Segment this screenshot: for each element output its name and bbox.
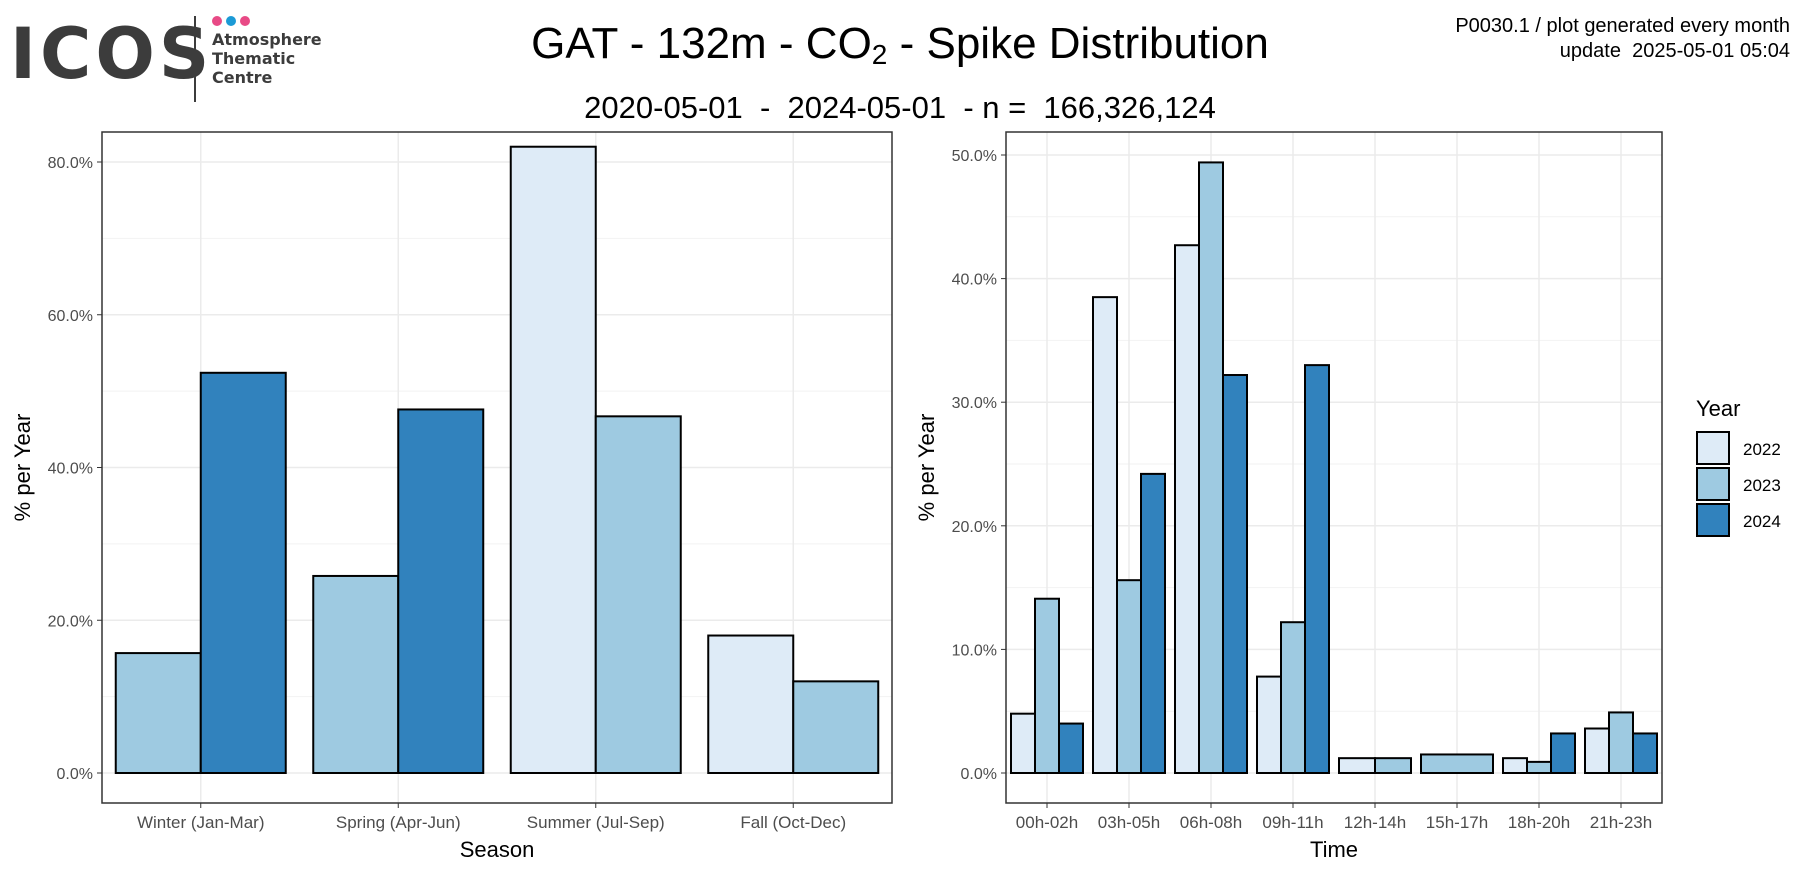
x-tick-label: Spring (Apr-Jun) [336,813,461,832]
x-tick-label: Summer (Jul-Sep) [527,813,665,832]
y-tick-label: 30.0% [952,395,997,412]
y-tick-label: 40.0% [952,272,997,289]
y-tick-label: 80.0% [48,155,93,172]
x-tick-label: 12h-14h [1344,813,1406,832]
legend-swatch [1696,503,1730,537]
bar-2022 [1010,712,1036,774]
plot-border [1005,131,1663,804]
y-axis-title: % per Year [10,414,35,522]
season-chart: 0.0% 20.0% 40.0% 60.0% 80.0% Winter (Jan-Mar)… [10,131,893,862]
y-tick-label: 10.0% [952,642,997,659]
bar-2024 [1140,472,1166,774]
x-tick-label: 00h-02h [1016,813,1078,832]
bar-2022 [1174,244,1200,774]
chart-title-subscript: 2 [871,39,888,70]
bar-2022 [707,634,795,775]
bar-2024 [1304,364,1330,774]
bar-2024 [1632,732,1658,774]
bar-2022 [509,145,597,775]
bar-2024 [1058,722,1084,774]
logo-dot-icon [226,16,236,26]
y-tick-label: 40.0% [48,461,93,478]
bar-2022 [1338,757,1376,775]
x-tick-label: 06h-08h [1180,813,1242,832]
x-tick-label: 09h-11h [1262,813,1323,832]
bar-2022 [1502,757,1528,775]
bar-2023 [1526,760,1552,774]
chart-title-end: - Spike Distribution [887,19,1269,68]
y-tick-label: 20.0% [952,519,997,536]
plot-meta-line: update 2025-05-01 05:04 [1559,40,1790,62]
bar-2023 [1116,579,1142,775]
bar-2022 [1256,675,1282,774]
chart-subtitle: 2020-05-01 - 2024-05-01 - n = 166,326,12… [584,90,1216,125]
legend-label: 2022 [1743,440,1781,459]
y-tick-label: 60.0% [48,308,93,325]
bar-2023 [594,415,682,774]
bar-2023 [1034,597,1060,774]
bar-2023 [312,574,400,775]
bar-2022 [1092,296,1118,774]
logo-subtitle-line: Centre [212,68,273,87]
plot-border [101,131,893,804]
plot-meta: P0030.1 / plot generated every month upda… [1455,14,1790,64]
bar-2023 [1198,161,1224,774]
y-tick-label: 0.0% [57,766,93,783]
legend-label: 2024 [1743,512,1781,531]
bar-2023 [1608,711,1634,774]
bar-2024 [199,371,287,774]
x-tick-label: 15h-17h [1426,813,1488,832]
y-tick-label: 0.0% [961,766,997,783]
logo-dot-icon [240,16,250,26]
legend-swatch [1696,431,1730,465]
bar-2024 [397,408,485,774]
legend-title: Year [1696,396,1740,421]
bar-2023 [114,652,202,774]
bar-2023 [1374,757,1412,775]
logo-dot-icon [212,16,222,26]
bar-2023 [1280,621,1306,775]
legend-label: 2023 [1743,476,1781,495]
y-axis-title: % per Year [914,414,939,522]
logo-subtitle-line: Atmosphere [212,30,322,49]
x-axis-title: Season [460,837,535,862]
logo-subtitle: Atmosphere Thematic Centre [212,30,322,87]
bar-2023 [1420,753,1494,775]
bar-2024 [1550,732,1576,774]
icos-logo-wordmark: ICOS [10,13,214,95]
logo-divider [194,16,196,102]
time-chart: 0.0% 10.0% 20.0% 30.0% 40.0% 50.0% 00h-02h 03h-… [914,131,1663,862]
bar-2024 [1222,374,1248,774]
x-axis-title: Time [1310,837,1358,862]
y-tick-label: 50.0% [952,148,997,165]
x-tick-label: 18h-20h [1508,813,1570,832]
x-tick-label: Fall (Oct-Dec) [740,813,846,832]
y-tick-label: 20.0% [48,613,93,630]
chart-title-main: GAT - 132m - CO [531,19,872,68]
x-tick-label: 03h-05h [1098,813,1160,832]
x-tick-label: Winter (Jan-Mar) [137,813,265,832]
bar-2022 [1584,727,1610,775]
bar-2023 [792,680,880,774]
logo-subtitle-line: Thematic [212,49,296,68]
chart-title: GAT - 132m - CO2 - Spike Distribution [0,16,1800,83]
plot-meta-line: P0030.1 / plot generated every month [1455,15,1790,37]
legend-swatch [1696,467,1730,501]
x-tick-label: 21h-23h [1590,813,1652,832]
